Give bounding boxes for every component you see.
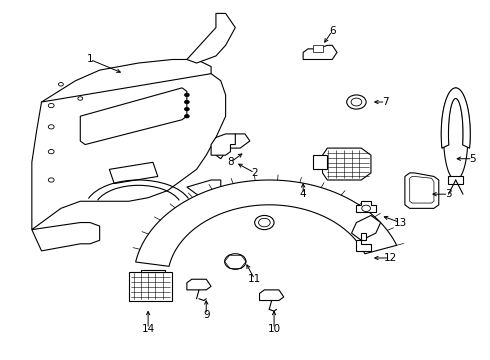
Text: 10: 10 (268, 324, 281, 334)
Circle shape (255, 215, 274, 230)
Polygon shape (129, 272, 172, 301)
Circle shape (78, 97, 83, 100)
Text: 9: 9 (203, 310, 210, 320)
Polygon shape (187, 180, 221, 198)
Circle shape (259, 218, 270, 227)
Circle shape (347, 95, 366, 109)
Text: 5: 5 (469, 154, 476, 164)
Circle shape (351, 98, 362, 106)
Polygon shape (141, 270, 165, 272)
Circle shape (184, 107, 189, 111)
Text: 6: 6 (329, 26, 336, 36)
Polygon shape (356, 233, 371, 251)
Polygon shape (80, 88, 187, 145)
Polygon shape (448, 176, 463, 184)
Text: 7: 7 (382, 97, 389, 107)
Polygon shape (211, 134, 235, 155)
Circle shape (49, 178, 54, 182)
Circle shape (49, 149, 54, 154)
Text: 13: 13 (393, 217, 407, 228)
Polygon shape (260, 290, 284, 301)
Text: 8: 8 (227, 157, 234, 167)
Polygon shape (109, 162, 158, 184)
Circle shape (184, 114, 189, 118)
Polygon shape (322, 148, 371, 180)
Polygon shape (136, 180, 397, 266)
Polygon shape (187, 13, 235, 63)
Circle shape (58, 82, 63, 86)
Polygon shape (356, 201, 376, 212)
Polygon shape (441, 88, 470, 148)
Polygon shape (313, 45, 322, 53)
Polygon shape (187, 279, 211, 290)
Text: 14: 14 (142, 324, 155, 334)
Polygon shape (410, 176, 434, 203)
Polygon shape (32, 222, 99, 251)
Text: 4: 4 (300, 189, 306, 199)
Text: 11: 11 (248, 274, 261, 284)
Circle shape (49, 125, 54, 129)
Polygon shape (42, 59, 211, 109)
Circle shape (362, 205, 370, 212)
Circle shape (184, 93, 189, 97)
Polygon shape (216, 134, 250, 159)
Text: 12: 12 (384, 253, 397, 263)
Text: 1: 1 (87, 54, 93, 64)
Polygon shape (303, 45, 337, 59)
Polygon shape (405, 173, 439, 208)
Circle shape (49, 103, 54, 108)
Text: 3: 3 (445, 189, 452, 199)
Polygon shape (32, 74, 225, 230)
Polygon shape (352, 215, 381, 240)
Circle shape (184, 100, 189, 104)
Text: 2: 2 (251, 168, 258, 178)
Circle shape (224, 254, 246, 269)
Polygon shape (313, 155, 327, 169)
